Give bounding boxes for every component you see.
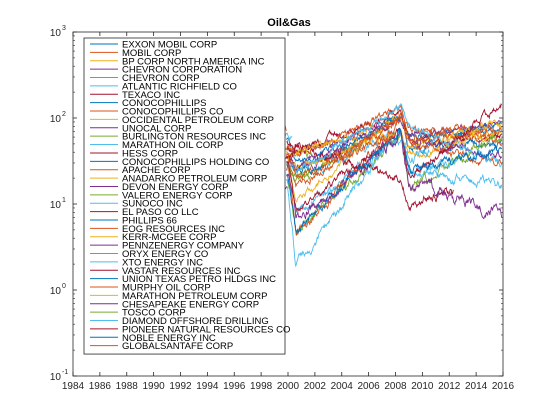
legend-label: EOG RESOURCES INC: [122, 224, 225, 235]
y-tick-label: 10: [50, 28, 62, 39]
y-tick-exponent: 0: [62, 283, 66, 290]
x-tick-label: 2006: [358, 381, 381, 392]
legend-label: MARATHON PETROLEUM CORP: [122, 291, 268, 302]
y-tick-label: 10: [50, 372, 62, 383]
legend-label: APACHE CORP: [122, 165, 190, 176]
legend-label: TOSCO CORP: [122, 308, 186, 319]
series-line-16: [286, 126, 503, 172]
x-tick-label: 2014: [465, 381, 488, 392]
legend-label: CONOCOPHILLIPS: [122, 98, 206, 109]
series-line-19: [286, 139, 460, 213]
legend-label: CONOCOPHILLIPS HOLDING CO: [122, 157, 269, 168]
chart-title: Oil&Gas: [267, 17, 310, 29]
x-tick-label: 1992: [169, 381, 192, 392]
series-line-23: [286, 122, 375, 158]
legend-label: BP CORP NORTH AMERICA INC: [122, 56, 265, 67]
x-tick-label: 2016: [492, 381, 515, 392]
series-line-32: [286, 166, 311, 183]
legend-label: EL PASO CO LLC: [122, 207, 199, 218]
x-tick-label: 1996: [223, 381, 246, 392]
x-tick-label: 2008: [384, 381, 407, 392]
legend-label: UNOCAL CORP: [122, 123, 191, 134]
x-tick-label: 2012: [438, 381, 461, 392]
legend-label: BURLINGTON RESOURCES INC: [122, 132, 266, 143]
x-tick-label: 1984: [62, 381, 85, 392]
legend-box: [83, 37, 286, 355]
x-tick-label: 2002: [304, 381, 327, 392]
y-tick-exponent: 3: [62, 25, 66, 32]
legend-label: ANADARKO PETROLEUM CORP: [122, 174, 267, 185]
legend-label: DEVON ENERGY CORP: [122, 182, 228, 193]
legend-label: CHEVRON CORPORATION: [122, 65, 242, 76]
x-tick-label: 2000: [277, 381, 300, 392]
legend-label: SUNOCO INC: [122, 199, 183, 210]
legend-label: CHEVRON CORP: [122, 73, 200, 84]
legend-label: XTO ENERGY INC: [122, 257, 203, 268]
series-line-35: [286, 127, 503, 235]
x-tick-label: 1990: [143, 381, 166, 392]
x-tick-label: 1994: [196, 381, 219, 392]
legend-label: PENNZENERGY COMPANY: [122, 241, 245, 252]
series-line-31: [286, 128, 503, 220]
x-tick-label: 2010: [411, 381, 434, 392]
legend-label: MURPHY OIL CORP: [122, 283, 211, 294]
y-tick-label: 10: [50, 286, 62, 297]
series-line-11: [286, 134, 372, 179]
series-line-36: [286, 132, 395, 181]
y-tick-label: 10: [50, 114, 62, 125]
legend-label: ORYX ENERGY CO: [122, 249, 208, 260]
series-line-20: [286, 143, 454, 212]
legend-label: MOBIL CORP: [122, 48, 181, 59]
y-tick-exponent: 2: [62, 111, 66, 118]
series-line-33: [286, 103, 503, 175]
x-tick-label: 1986: [89, 381, 112, 392]
x-tick-label: 1988: [116, 381, 139, 392]
legend-label: VASTAR RESOURCES INC: [122, 266, 241, 277]
legend-label: MARATHON OIL CORP: [122, 140, 223, 151]
plot-area: [263, 103, 503, 268]
x-tick-label: 1998: [250, 381, 273, 392]
axes: 1984 1986 1988 1990 1992 1994 1996 1998 2000 2002…: [50, 25, 515, 392]
legend-label: DIAMOND OFFSHORE DRILLING: [122, 316, 269, 327]
y-tick-exponent: -1: [62, 369, 68, 376]
y-tick-exponent: 1: [62, 197, 66, 204]
legend-label: OCCIDENTAL PETROLEUM CORP: [122, 115, 274, 126]
legend-label: EXXON MOBIL CORP: [122, 40, 217, 51]
series-line-30: [442, 118, 503, 144]
legend-label: HESS CORP: [122, 148, 178, 159]
legend-label: TEXACO INC: [122, 90, 180, 101]
legend-label: UNION TEXAS PETRO HLDGS INC: [122, 274, 276, 285]
legend-label: KERR-MCGEE CORP: [122, 232, 216, 243]
legend-label: NOBLE ENERGY INC: [122, 333, 216, 344]
x-tick-label: 2004: [331, 381, 354, 392]
legend-label: VALERO ENERGY CORP: [122, 190, 233, 201]
legend-label: PHILLIPS 66: [122, 215, 177, 226]
legend-label: PIONEER NATURAL RESOURCES CO: [122, 324, 290, 335]
y-tick-label: 10: [50, 200, 62, 211]
legend-label: CHESAPEAKE ENERGY CORP: [122, 299, 259, 310]
legend-label: ATLANTIC RICHFIELD CO: [122, 81, 237, 92]
legend-label: CONOCOPHILLIPS CO: [122, 107, 223, 118]
legend-label: GLOBALSANTAFE CORP: [122, 341, 233, 352]
